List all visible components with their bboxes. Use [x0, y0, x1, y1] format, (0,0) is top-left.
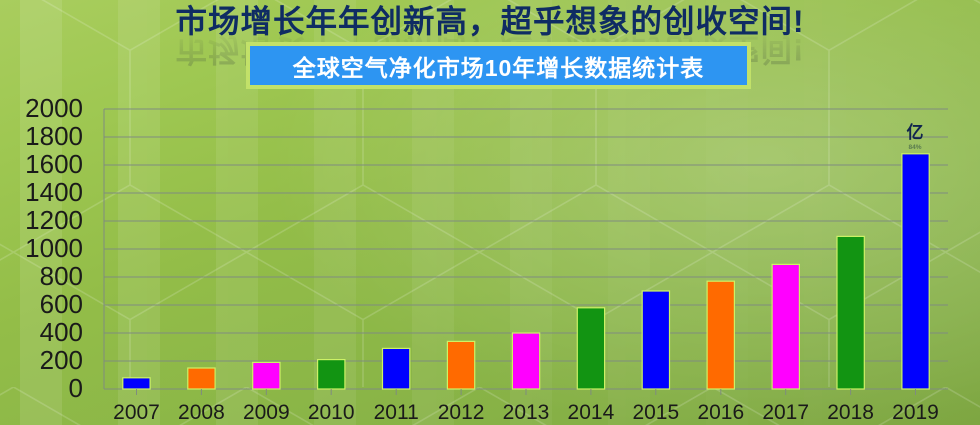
- svg-text:2008: 2008: [178, 401, 225, 424]
- svg-text:1400: 1400: [25, 177, 83, 207]
- svg-text:1200: 1200: [25, 205, 83, 235]
- svg-text:2018: 2018: [827, 401, 874, 424]
- svg-text:200: 200: [40, 345, 83, 375]
- svg-text:0: 0: [69, 373, 83, 403]
- svg-text:2015: 2015: [632, 401, 679, 424]
- svg-text:2009: 2009: [243, 401, 290, 424]
- svg-text:2013: 2013: [503, 401, 550, 424]
- svg-text:2014: 2014: [568, 401, 615, 424]
- svg-text:400: 400: [40, 317, 83, 347]
- svg-text:84%: 84%: [908, 144, 921, 151]
- svg-text:2012: 2012: [438, 401, 485, 424]
- svg-text:1800: 1800: [25, 121, 83, 151]
- svg-text:2000: 2000: [25, 93, 83, 123]
- svg-text:1600: 1600: [25, 149, 83, 179]
- svg-text:2017: 2017: [762, 401, 809, 424]
- svg-text:2010: 2010: [308, 401, 355, 424]
- svg-text:600: 600: [40, 289, 83, 319]
- svg-text:1000: 1000: [25, 233, 83, 263]
- svg-text:2016: 2016: [697, 401, 744, 424]
- svg-text:800: 800: [40, 261, 83, 291]
- svg-text:亿: 亿: [907, 122, 924, 142]
- svg-text:2011: 2011: [374, 401, 419, 424]
- svg-text:2019: 2019: [892, 401, 939, 424]
- svg-text:2007: 2007: [113, 401, 160, 424]
